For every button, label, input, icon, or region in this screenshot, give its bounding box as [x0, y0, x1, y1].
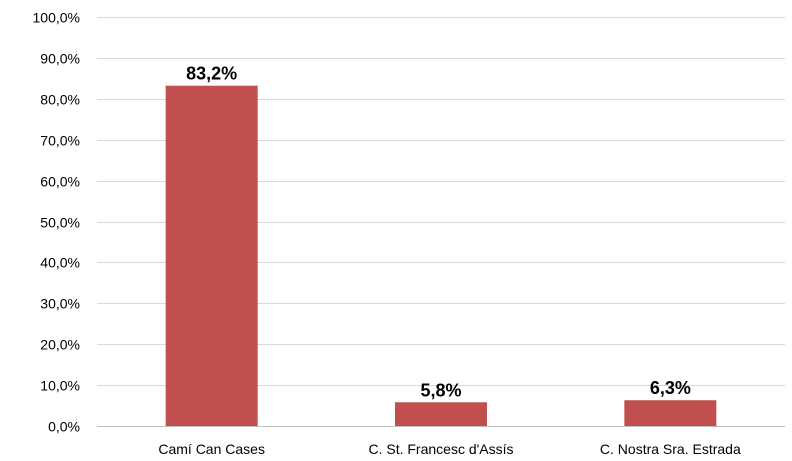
data-label: 6,3% — [650, 378, 691, 398]
y-tick-label: 100,0% — [33, 10, 80, 26]
category-label: C. St. Francesc d'Assís — [368, 441, 513, 457]
y-tick-label: 50,0% — [40, 215, 80, 231]
data-label: 83,2% — [186, 64, 237, 84]
bars — [165, 85, 717, 426]
y-tick-label: 0,0% — [48, 419, 80, 435]
y-tick-label: 30,0% — [40, 296, 80, 312]
y-tick-label: 60,0% — [40, 174, 80, 190]
data-label: 5,8% — [420, 380, 461, 400]
bar — [624, 400, 717, 426]
category-label: Camí Can Cases — [158, 441, 265, 457]
category-label: C. Nostra Sra. Estrada — [600, 441, 741, 457]
bar — [165, 85, 258, 426]
y-tick-label: 90,0% — [40, 51, 80, 67]
data-labels: 83,2% 5,8% 6,3% — [186, 64, 691, 401]
y-tick-label: 70,0% — [40, 133, 80, 149]
bar — [395, 402, 487, 426]
y-tick-label: 40,0% — [40, 255, 80, 271]
y-tick-label: 80,0% — [40, 92, 80, 108]
y-tick-label: 10,0% — [40, 378, 80, 394]
x-axis-category-labels: Camí Can Cases C. St. Francesc d'Assís C. … — [158, 441, 741, 457]
y-tick-label: 20,0% — [40, 337, 80, 353]
y-axis-tick-labels: 0,0% 10,0% 20,0% 30,0% 40,0% 50,0% 60,0% 70,0% 8… — [33, 10, 80, 435]
